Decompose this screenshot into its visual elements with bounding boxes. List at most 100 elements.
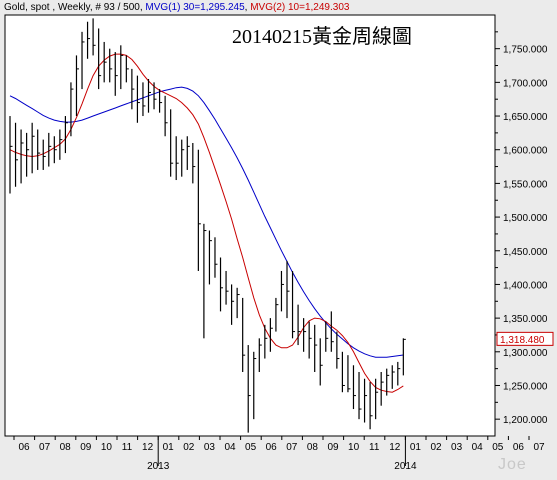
x-tick-label: 05 (492, 442, 504, 453)
x-tick-label: 12 (142, 442, 154, 453)
price-bar (64, 116, 68, 154)
price-bar (109, 48, 113, 83)
price-bar (181, 139, 185, 177)
price-bar (186, 136, 190, 170)
price-bar (175, 136, 179, 181)
y-tick-label: 1,200.000 (503, 415, 548, 426)
y-tick-label: 1,600.000 (503, 146, 548, 157)
price-bar (347, 355, 351, 393)
plot-area (4, 14, 496, 437)
header-mvg2: MVG(2) 10=1,249.303 (250, 2, 350, 13)
y-tick-label: 1,250.000 (503, 381, 548, 392)
price-bar (70, 82, 74, 137)
x-year-label: 2013 (147, 461, 170, 472)
price-bar (380, 372, 384, 406)
price-bar (219, 257, 224, 312)
price-bar (197, 149, 201, 271)
price-bar (142, 82, 146, 117)
price-bar (9, 116, 13, 194)
price-bar (303, 318, 307, 352)
x-tick-label: 10 (101, 442, 113, 453)
price-bar (75, 55, 79, 117)
price-bar (103, 41, 107, 83)
x-tick-label: 04 (224, 442, 236, 453)
price-bar (253, 351, 257, 420)
x-tick-label: 10 (348, 442, 360, 453)
price-bar (341, 351, 345, 393)
x-tick-label: 01 (163, 442, 175, 453)
x-tick-label: 07 (286, 442, 298, 453)
price-bar (153, 82, 157, 110)
x-tick-label: 08 (60, 442, 72, 453)
price-bar (48, 132, 52, 167)
price-bar (308, 321, 312, 359)
header-mvg1: MVG(1) 30=1,295.245 (145, 2, 245, 13)
price-bar (286, 260, 290, 319)
header-symbol: Gold, spot (4, 2, 50, 13)
last-price-box (496, 331, 554, 346)
x-tick-label: 03 (204, 442, 216, 453)
y-tick-label: 1,700.000 (503, 78, 548, 89)
x-tick-label: 09 (327, 442, 339, 453)
price-bar (225, 270, 229, 305)
price-bar (131, 68, 135, 110)
x-tick-label: 07 (39, 442, 51, 453)
mvg30-line (9, 86, 404, 358)
y-tick-label: 1,300.000 (503, 348, 548, 359)
price-bar (120, 45, 124, 90)
price-bar (86, 21, 91, 59)
price-bar (247, 345, 251, 433)
price-bar (391, 365, 395, 389)
x-axis: 06 07 08 09 10 11 12 01 02 03 04 05 06 07 08 09 10 11 12 01… (13, 436, 545, 472)
price-bar (59, 129, 63, 160)
x-tick-label: 11 (122, 442, 133, 453)
price-bar (369, 382, 373, 430)
price-bar (386, 368, 390, 396)
x-tick-label: 08 (307, 442, 319, 453)
price-bar (363, 378, 368, 423)
price-bar (325, 321, 329, 352)
y-tick-label: 1,550.000 (503, 179, 548, 190)
price-bar (275, 297, 279, 332)
x-tick-label: 05 (245, 442, 257, 453)
price-bar (352, 365, 356, 410)
price-bar (98, 28, 102, 90)
header-period: Weekly (57, 2, 90, 13)
header-bars: # 93 / 500 (95, 2, 140, 13)
price-bar (20, 129, 24, 184)
price-bar (31, 122, 35, 174)
price-bar (192, 142, 196, 184)
price-bar (208, 230, 212, 285)
price-bar (236, 287, 240, 319)
price-bar (297, 304, 301, 346)
x-tick-label: 03 (451, 442, 463, 453)
price-bar (125, 55, 129, 83)
x-year-label: 2014 (394, 461, 417, 472)
mvg10-line (9, 53, 404, 393)
chart-title: 20140215黃金周線圖 (232, 26, 412, 48)
price-bar (81, 31, 85, 90)
price-bar (92, 18, 96, 56)
last-price-marker: 1,318.480 (496, 331, 554, 346)
price-bar (26, 132, 30, 177)
y-tick-label: 1,450.000 (503, 247, 548, 258)
last-price-label: 1,318.480 (500, 335, 545, 346)
x-tick-label: 02 (430, 442, 442, 453)
y-axis: 1,200.000 1,250.000 1,300.000 1,350.000 1,40… (495, 31, 548, 426)
x-tick-label: 06 (18, 442, 30, 453)
price-bar (170, 109, 174, 177)
y-tick-label: 1,350.000 (503, 314, 548, 325)
chart-header: Gold, spot , Weekly, # 93 / 500, MVG(1) … (4, 2, 350, 13)
x-tick-label: 02 (183, 442, 195, 453)
y-tick-label: 1,400.000 (503, 280, 548, 291)
x-tick-label: 11 (369, 442, 380, 453)
price-bar (242, 297, 246, 373)
price-bar (314, 324, 318, 373)
price-bar (231, 284, 235, 325)
x-tick-label: 06 (266, 442, 278, 453)
price-bar (53, 136, 57, 164)
price-bar (37, 129, 41, 170)
x-tick-label: 12 (389, 442, 401, 453)
